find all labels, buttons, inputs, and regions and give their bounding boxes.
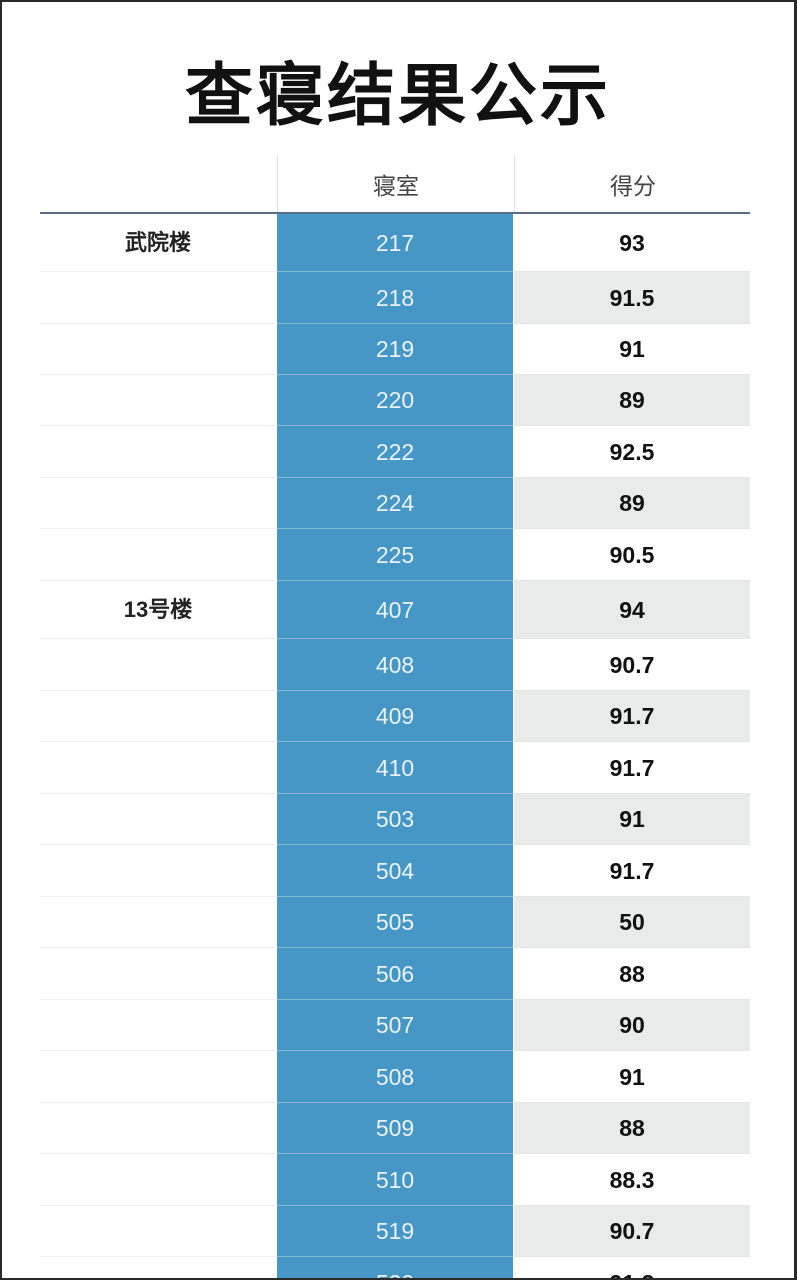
room-cell: 407: [277, 581, 513, 639]
room-cell: 505: [277, 897, 513, 948]
table-row: 510 88.3: [40, 1154, 750, 1206]
table-row: 219 91: [40, 324, 750, 375]
room-cell: 519: [277, 1206, 513, 1257]
table-row: 503 91: [40, 794, 750, 845]
room-cell: 409: [277, 691, 513, 742]
building-cell: 13号楼: [40, 581, 276, 639]
page-title: 查寝结果公示: [184, 57, 611, 136]
header-room: 寝室: [277, 154, 514, 212]
room-cell: 509: [277, 1103, 513, 1154]
building-cell: [40, 375, 276, 426]
table-row: 410 91.7: [40, 742, 750, 794]
room-cell: 217: [277, 214, 513, 272]
table-header: 寝室 得分: [40, 154, 750, 214]
table-row: 224 89: [40, 478, 750, 529]
table-row: 13号楼 407 94: [40, 581, 750, 639]
building-cell: [40, 324, 276, 375]
table-row: 220 89: [40, 375, 750, 426]
table-row: 509 88: [40, 1103, 750, 1154]
score-cell: 91: [514, 1051, 750, 1103]
room-cell: 507: [277, 1000, 513, 1051]
building-cell: [40, 691, 276, 742]
building-cell: [40, 1154, 276, 1206]
building-cell: [40, 639, 276, 691]
table-row: 222 92.5: [40, 426, 750, 478]
room-cell: 508: [277, 1051, 513, 1103]
table-row: 504 91.7: [40, 845, 750, 897]
table-row: 507 90: [40, 1000, 750, 1051]
room-cell: 225: [277, 529, 513, 581]
room-cell: 520: [277, 1257, 513, 1278]
building-cell: [40, 272, 276, 324]
score-cell: 94: [514, 581, 750, 639]
table-row: 505 50: [40, 897, 750, 948]
score-cell: 90.7: [514, 1206, 750, 1257]
score-cell: 90.7: [514, 639, 750, 691]
score-cell: 90.5: [514, 529, 750, 581]
building-cell: [40, 845, 276, 897]
building-cell: [40, 478, 276, 529]
building-cell: 武院楼: [40, 214, 276, 272]
score-cell: 88: [514, 948, 750, 1000]
score-cell: 50: [514, 897, 750, 948]
results-table: 寝室 得分 武院楼 217 93 218 91.5 219 91 220 89 222 92.5 22…: [40, 154, 750, 1278]
room-cell: 506: [277, 948, 513, 1000]
room-cell: 510: [277, 1154, 513, 1206]
building-cell: [40, 1257, 276, 1278]
table-row: 519 90.7: [40, 1206, 750, 1257]
building-cell: [40, 794, 276, 845]
building-cell: [40, 1000, 276, 1051]
score-cell: 89: [514, 375, 750, 426]
room-cell: 222: [277, 426, 513, 478]
table-row: 225 90.5: [40, 529, 750, 581]
building-cell: [40, 1051, 276, 1103]
room-cell: 408: [277, 639, 513, 691]
score-cell: 93: [514, 214, 750, 272]
room-cell: 224: [277, 478, 513, 529]
table-row: 52091.3: [40, 1257, 750, 1278]
room-cell: 220: [277, 375, 513, 426]
table-row: 409 91.7: [40, 691, 750, 742]
header-score: 得分: [514, 154, 751, 212]
score-cell: 91.5: [514, 272, 750, 324]
table-row: 508 91: [40, 1051, 750, 1103]
score-cell: 91: [514, 794, 750, 845]
building-cell: [40, 1103, 276, 1154]
score-cell: 88.3: [514, 1154, 750, 1206]
room-cell: 219: [277, 324, 513, 375]
score-cell: 89: [514, 478, 750, 529]
building-cell: [40, 742, 276, 794]
building-cell: [40, 529, 276, 581]
room-cell: 218: [277, 272, 513, 324]
score-cell: 91.7: [514, 691, 750, 742]
room-cell: 503: [277, 794, 513, 845]
score-cell: 91: [514, 324, 750, 375]
building-cell: [40, 426, 276, 478]
score-cell: 91.7: [514, 742, 750, 794]
room-cell: 410: [277, 742, 513, 794]
table-body: 武院楼 217 93 218 91.5 219 91 220 89 222 92.5 224 89 225…: [40, 214, 750, 1278]
header-building: [40, 154, 276, 212]
score-cell: 92.5: [514, 426, 750, 478]
building-cell: [40, 897, 276, 948]
table-row: 506 88: [40, 948, 750, 1000]
score-cell: 91.3: [514, 1257, 750, 1278]
table-row: 武院楼 217 93: [40, 214, 750, 272]
room-cell: 504: [277, 845, 513, 897]
score-cell: 90: [514, 1000, 750, 1051]
score-cell: 88: [514, 1103, 750, 1154]
table-row: 218 91.5: [40, 272, 750, 324]
building-cell: [40, 1206, 276, 1257]
score-cell: 91.7: [514, 845, 750, 897]
table-row: 408 90.7: [40, 639, 750, 691]
building-cell: [40, 948, 276, 1000]
